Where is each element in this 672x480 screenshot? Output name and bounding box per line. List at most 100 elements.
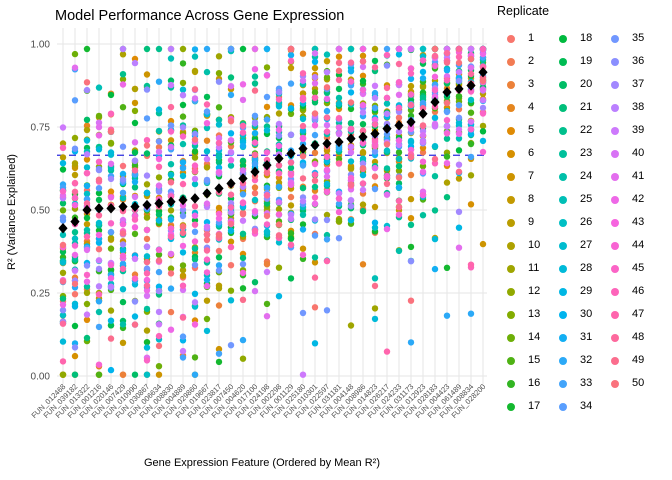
- replicate-point: [359, 165, 367, 172]
- replicate-point: [395, 204, 403, 211]
- replicate-point: [251, 151, 259, 158]
- replicate-point: [395, 60, 403, 68]
- replicate-point: [167, 233, 175, 241]
- replicate-point: [467, 88, 475, 95]
- replicate-point: [383, 225, 391, 233]
- replicate-point: [215, 285, 223, 292]
- replicate-point: [239, 260, 247, 268]
- replicate-point: [239, 254, 247, 262]
- replicate-point: [107, 317, 115, 324]
- replicate-point: [155, 78, 163, 85]
- replicate-point: [275, 142, 283, 150]
- mean-diamond: [202, 188, 212, 199]
- replicate-point: [155, 211, 163, 218]
- replicate-point: [107, 266, 115, 273]
- replicate-point: [215, 345, 223, 353]
- replicate-point: [407, 45, 415, 53]
- replicate-point: [467, 70, 475, 78]
- replicate-point: [215, 350, 223, 357]
- legend-label: 41: [632, 170, 645, 182]
- replicate-point: [359, 186, 367, 194]
- replicate-point: [251, 87, 259, 94]
- mean-diamond: [58, 223, 68, 234]
- replicate-point: [71, 134, 79, 142]
- replicate-point: [179, 45, 187, 53]
- replicate-point: [59, 207, 67, 214]
- legend-title: Replicate: [497, 4, 550, 18]
- legend-label: 40: [632, 147, 645, 159]
- legend-dot-icon: [611, 80, 619, 89]
- replicate-point: [335, 160, 343, 167]
- replicate-point: [59, 248, 67, 256]
- replicate-point: [59, 320, 67, 327]
- replicate-point: [311, 200, 319, 207]
- replicate-point: [419, 163, 427, 170]
- legend-item: 32: [559, 349, 611, 372]
- legend-item: 24: [559, 165, 611, 188]
- replicate-point: [263, 149, 271, 156]
- replicate-point: [107, 188, 115, 195]
- replicate-point: [359, 63, 367, 71]
- replicate-point: [359, 121, 367, 128]
- replicate-point: [131, 255, 139, 262]
- replicate-point: [431, 93, 439, 101]
- replicate-point: [107, 175, 115, 183]
- mean-diamond: [394, 120, 404, 131]
- replicate-point: [119, 194, 127, 202]
- legend-label: 49: [632, 354, 645, 366]
- replicate-point: [371, 89, 379, 97]
- replicate-point: [59, 166, 67, 173]
- replicate-point: [359, 160, 367, 167]
- legend-dot-icon: [611, 379, 619, 388]
- replicate-point: [263, 261, 271, 268]
- legend-label: 37: [632, 78, 645, 90]
- legend-item: 33: [559, 372, 611, 395]
- legend-dot-icon: [507, 310, 515, 319]
- replicate-point: [251, 190, 259, 197]
- replicate-point: [191, 217, 199, 224]
- replicate-point: [107, 234, 115, 242]
- replicate-point: [251, 196, 259, 204]
- replicate-point: [167, 143, 175, 151]
- legend-label: 42: [632, 193, 645, 205]
- replicate-point: [275, 293, 283, 300]
- replicate-point: [275, 96, 283, 103]
- replicate-point: [299, 245, 307, 252]
- replicate-point: [155, 308, 163, 316]
- legend-label: 47: [632, 308, 645, 320]
- replicate-point: [239, 191, 247, 198]
- mean-diamond: [94, 203, 104, 214]
- replicate-point: [191, 130, 199, 138]
- mean-diamond: [298, 143, 308, 154]
- legend-dot-icon: [559, 379, 567, 388]
- mean-diamond: [466, 80, 476, 91]
- replicate-point: [263, 169, 271, 176]
- legend-label: 24: [580, 170, 593, 182]
- replicate-point: [167, 216, 175, 223]
- replicate-point: [83, 79, 91, 86]
- replicate-point: [179, 60, 187, 67]
- replicate-point: [179, 266, 187, 274]
- replicate-point: [119, 265, 127, 272]
- replicate-point: [143, 142, 151, 149]
- replicate-point: [347, 99, 355, 106]
- replicate-point: [83, 300, 91, 308]
- replicate-point: [167, 137, 175, 144]
- replicate-point: [239, 81, 247, 88]
- replicate-point: [227, 342, 235, 349]
- replicate-point: [347, 158, 355, 165]
- replicate-point: [251, 160, 259, 168]
- replicate-point: [299, 211, 307, 218]
- mean-diamond: [478, 67, 488, 78]
- replicate-point: [455, 224, 463, 231]
- replicate-point: [71, 371, 79, 378]
- replicate-point: [227, 74, 235, 81]
- replicate-point: [455, 147, 463, 154]
- replicate-point: [191, 299, 199, 306]
- replicate-point: [191, 290, 199, 297]
- replicate-point: [119, 143, 127, 150]
- replicate-point: [119, 51, 127, 58]
- replicate-point: [419, 138, 427, 146]
- replicate-point: [131, 321, 139, 328]
- replicate-point: [467, 153, 475, 161]
